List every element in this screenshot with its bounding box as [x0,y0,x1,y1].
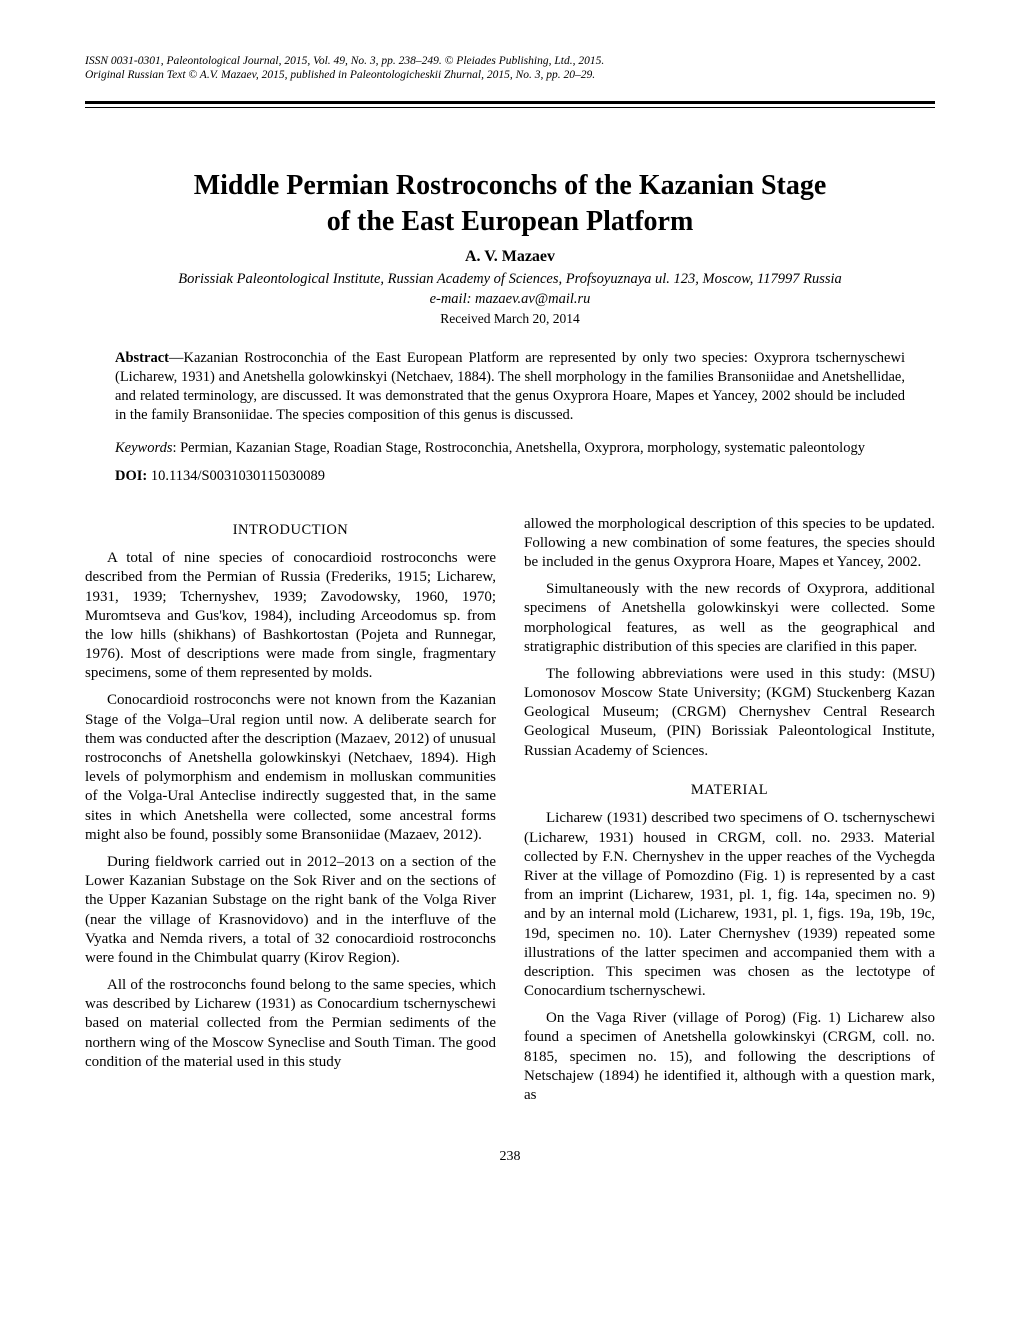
abstract-text: —Kazanian Rostroconchia of the East Euro… [115,350,905,423]
intro-paragraph-3: During fieldwork carried out in 2012–201… [85,853,496,968]
affiliation: Borissiak Paleontological Institute, Rus… [85,271,935,288]
body-columns: INTRODUCTION A total of nine species of … [85,515,935,1114]
intro-paragraph-6: Simultaneously with the new records of O… [524,580,935,657]
keywords: Keywords: Permian, Kazanian Stage, Roadi… [115,439,905,458]
received-date: Received March 20, 2014 [85,311,935,327]
keywords-text: : Permian, Kazanian Stage, Roadian Stage… [172,440,864,456]
abstract: Abstract—Kazanian Rostroconchia of the E… [115,349,905,424]
intro-paragraph-4: All of the rostroconchs found belong to … [85,976,496,1072]
page-number: 238 [85,1149,935,1165]
intro-paragraph-1: A total of nine species of conocardioid … [85,549,496,683]
doi-text: 10.1134/S0031030115030089 [147,468,325,484]
keywords-label: Keywords [115,440,172,456]
doi-label: DOI: [115,468,147,484]
intro-paragraph-7: The following abbreviations were used in… [524,665,935,761]
email: e-mail: mazaev.av@mail.ru [85,291,935,308]
doi: DOI: 10.1134/S0031030115030089 [115,468,905,485]
intro-paragraph-5: allowed the morphological description of… [524,515,935,573]
introduction-heading: INTRODUCTION [85,521,496,540]
material-heading: MATERIAL [524,781,935,800]
title-line-2: of the East European Platform [327,206,694,237]
right-column: allowed the morphological description of… [524,515,935,1114]
horizontal-rule [85,101,935,108]
author-name: A. V. Mazaev [85,248,935,266]
intro-paragraph-2: Conocardioid rostroconchs were not known… [85,691,496,845]
left-column: INTRODUCTION A total of nine species of … [85,515,496,1114]
material-paragraph-1: Licharew (1931) described two specimens … [524,809,935,1001]
title-line-1: Middle Permian Rostroconchs of the Kazan… [194,170,827,201]
original-russian-line: Original Russian Text © A.V. Mazaev, 201… [85,69,935,83]
material-paragraph-2: On the Vaga River (village of Porog) (Fi… [524,1009,935,1105]
abstract-label: Abstract [115,350,169,366]
article-title: Middle Permian Rostroconchs of the Kazan… [85,168,935,241]
issn-line: ISSN 0031-0301, Paleontological Journal,… [85,55,935,69]
